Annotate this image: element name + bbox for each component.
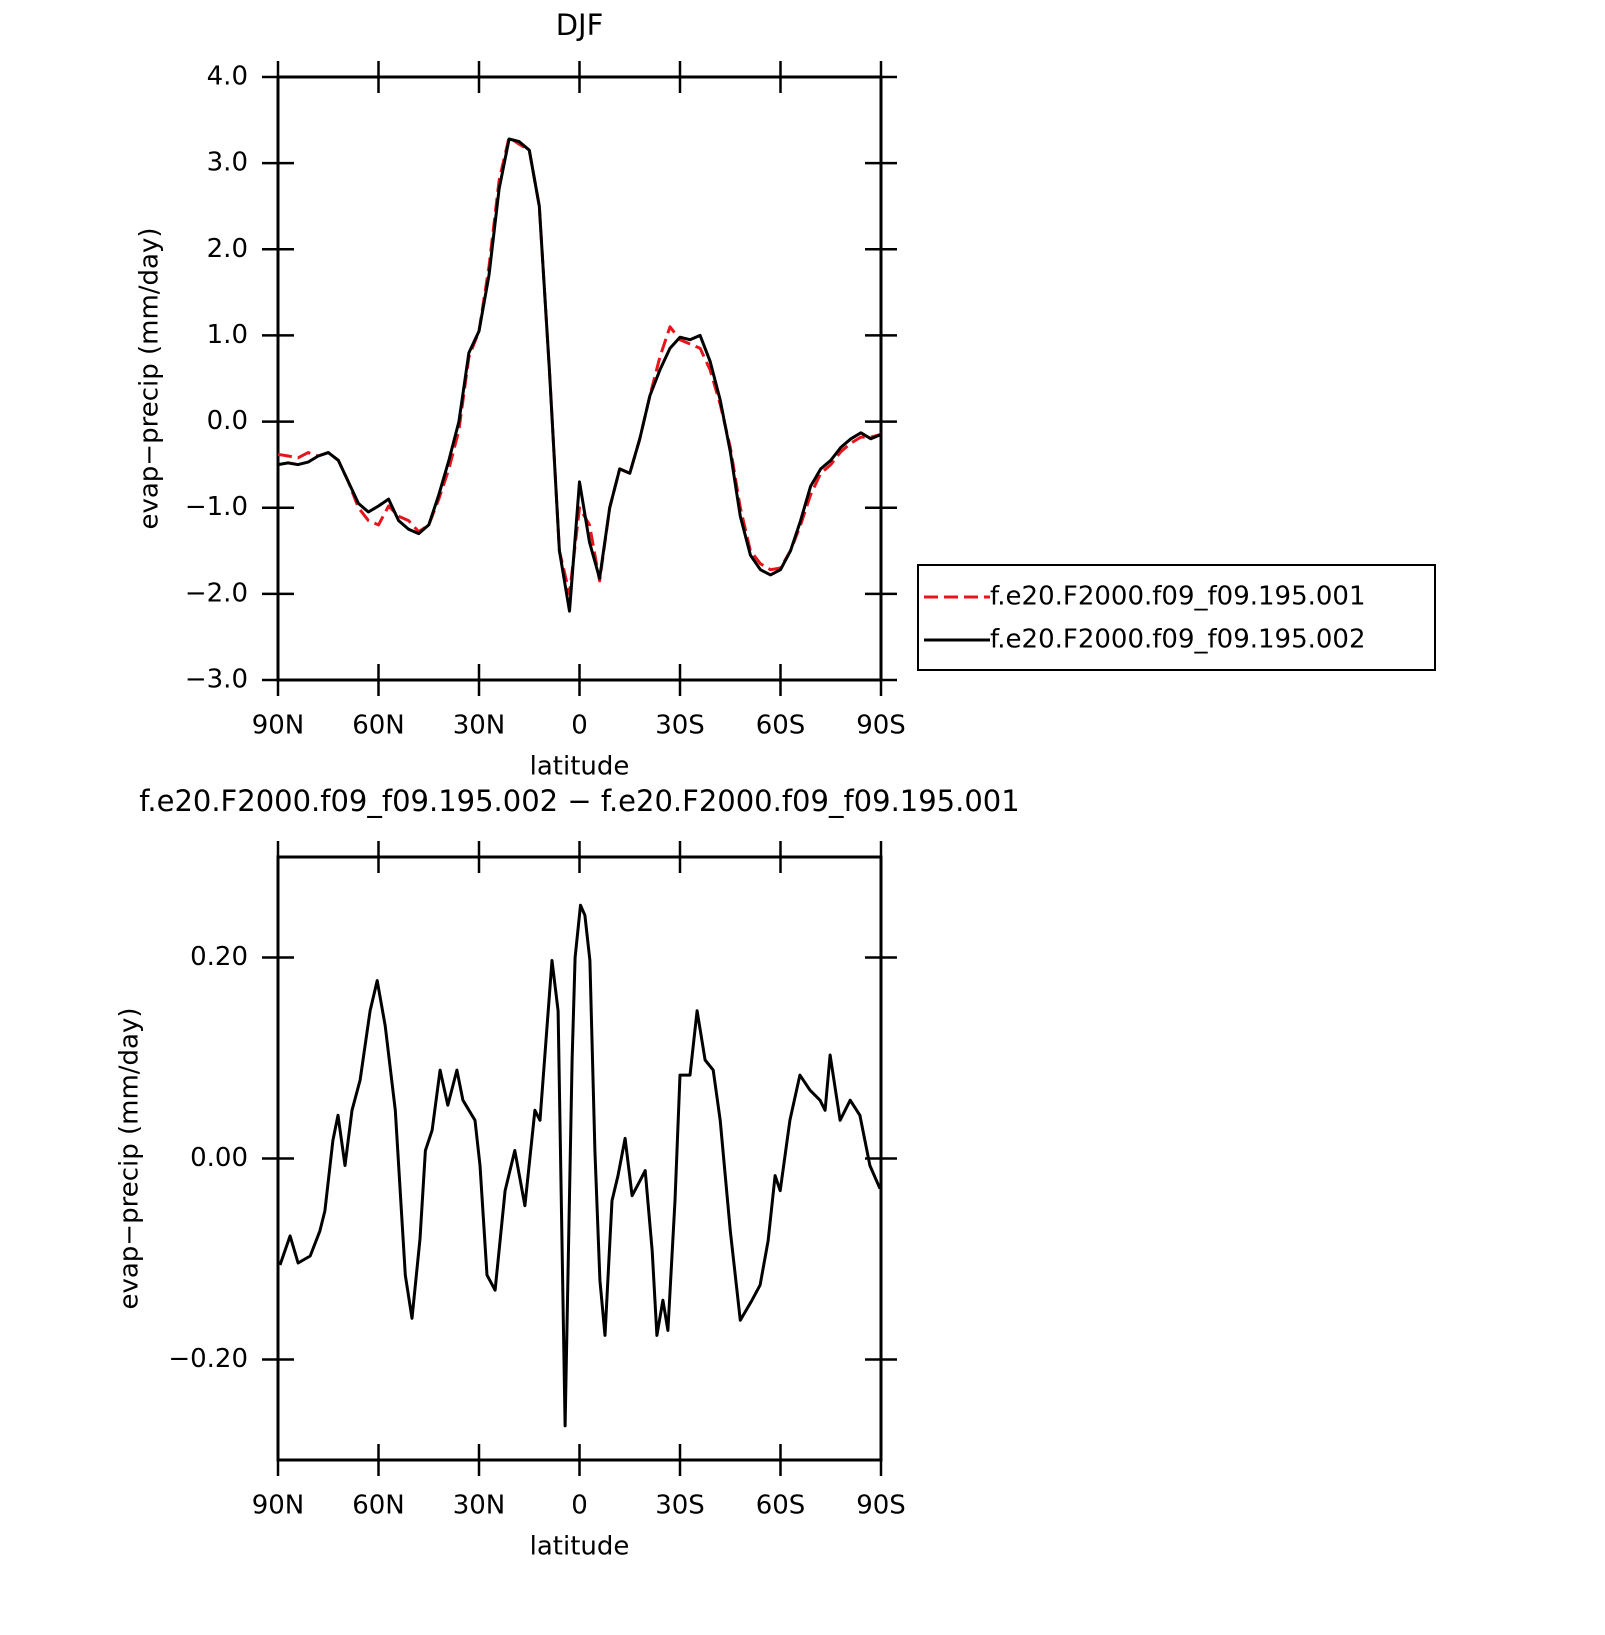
x-tick-label: 30N xyxy=(453,711,506,741)
y-axis-label: evap−precip (mm/day) xyxy=(115,1007,145,1309)
legend-label: f.e20.F2000.f09_f09.195.002 xyxy=(990,625,1366,655)
x-tick-label: 0 xyxy=(571,1491,588,1521)
y-tick-label: 0.00 xyxy=(190,1143,248,1173)
y-tick-label: 1.0 xyxy=(207,320,248,350)
legend-box xyxy=(917,564,1436,671)
x-tick-label: 90N xyxy=(252,711,305,741)
y-axis-label: evap−precip (mm/day) xyxy=(135,227,165,529)
x-tick-label: 60S xyxy=(756,711,806,741)
x-axis-label: latitude xyxy=(530,1532,630,1562)
x-tick-label: 90S xyxy=(856,711,906,741)
x-tick-label: 30N xyxy=(453,1491,506,1521)
plot-frame xyxy=(276,855,883,1462)
chart-title: f.e20.F2000.f09_f09.195.002 − f.e20.F200… xyxy=(139,784,1019,818)
y-tick-label: 0.20 xyxy=(190,942,248,972)
legend-label: f.e20.F2000.f09_f09.195.001 xyxy=(990,582,1366,612)
x-tick-label: 60N xyxy=(352,1491,405,1521)
x-tick-label: 30S xyxy=(655,1491,705,1521)
x-tick-label: 90N xyxy=(252,1491,305,1521)
chart-title: DJF xyxy=(556,8,604,42)
y-tick-label: −3.0 xyxy=(185,665,248,695)
y-tick-label: −1.0 xyxy=(185,492,248,522)
data-line xyxy=(278,903,882,1428)
y-tick-label: 2.0 xyxy=(207,234,248,264)
x-tick-label: 90S xyxy=(856,1491,906,1521)
y-tick-label: 0.0 xyxy=(207,406,248,436)
data-line xyxy=(277,137,882,613)
y-tick-label: −0.20 xyxy=(168,1344,248,1374)
data-line xyxy=(277,135,882,596)
y-tick-label: 4.0 xyxy=(207,62,248,92)
x-tick-label: 30S xyxy=(655,711,705,741)
y-tick-label: 3.0 xyxy=(207,148,248,178)
x-tick-label: 60S xyxy=(756,1491,806,1521)
y-tick-label: −2.0 xyxy=(185,578,248,608)
x-tick-label: 60N xyxy=(352,711,405,741)
x-tick-label: 0 xyxy=(571,711,588,741)
plot-frame xyxy=(276,75,883,682)
x-axis-label: latitude xyxy=(530,752,630,782)
